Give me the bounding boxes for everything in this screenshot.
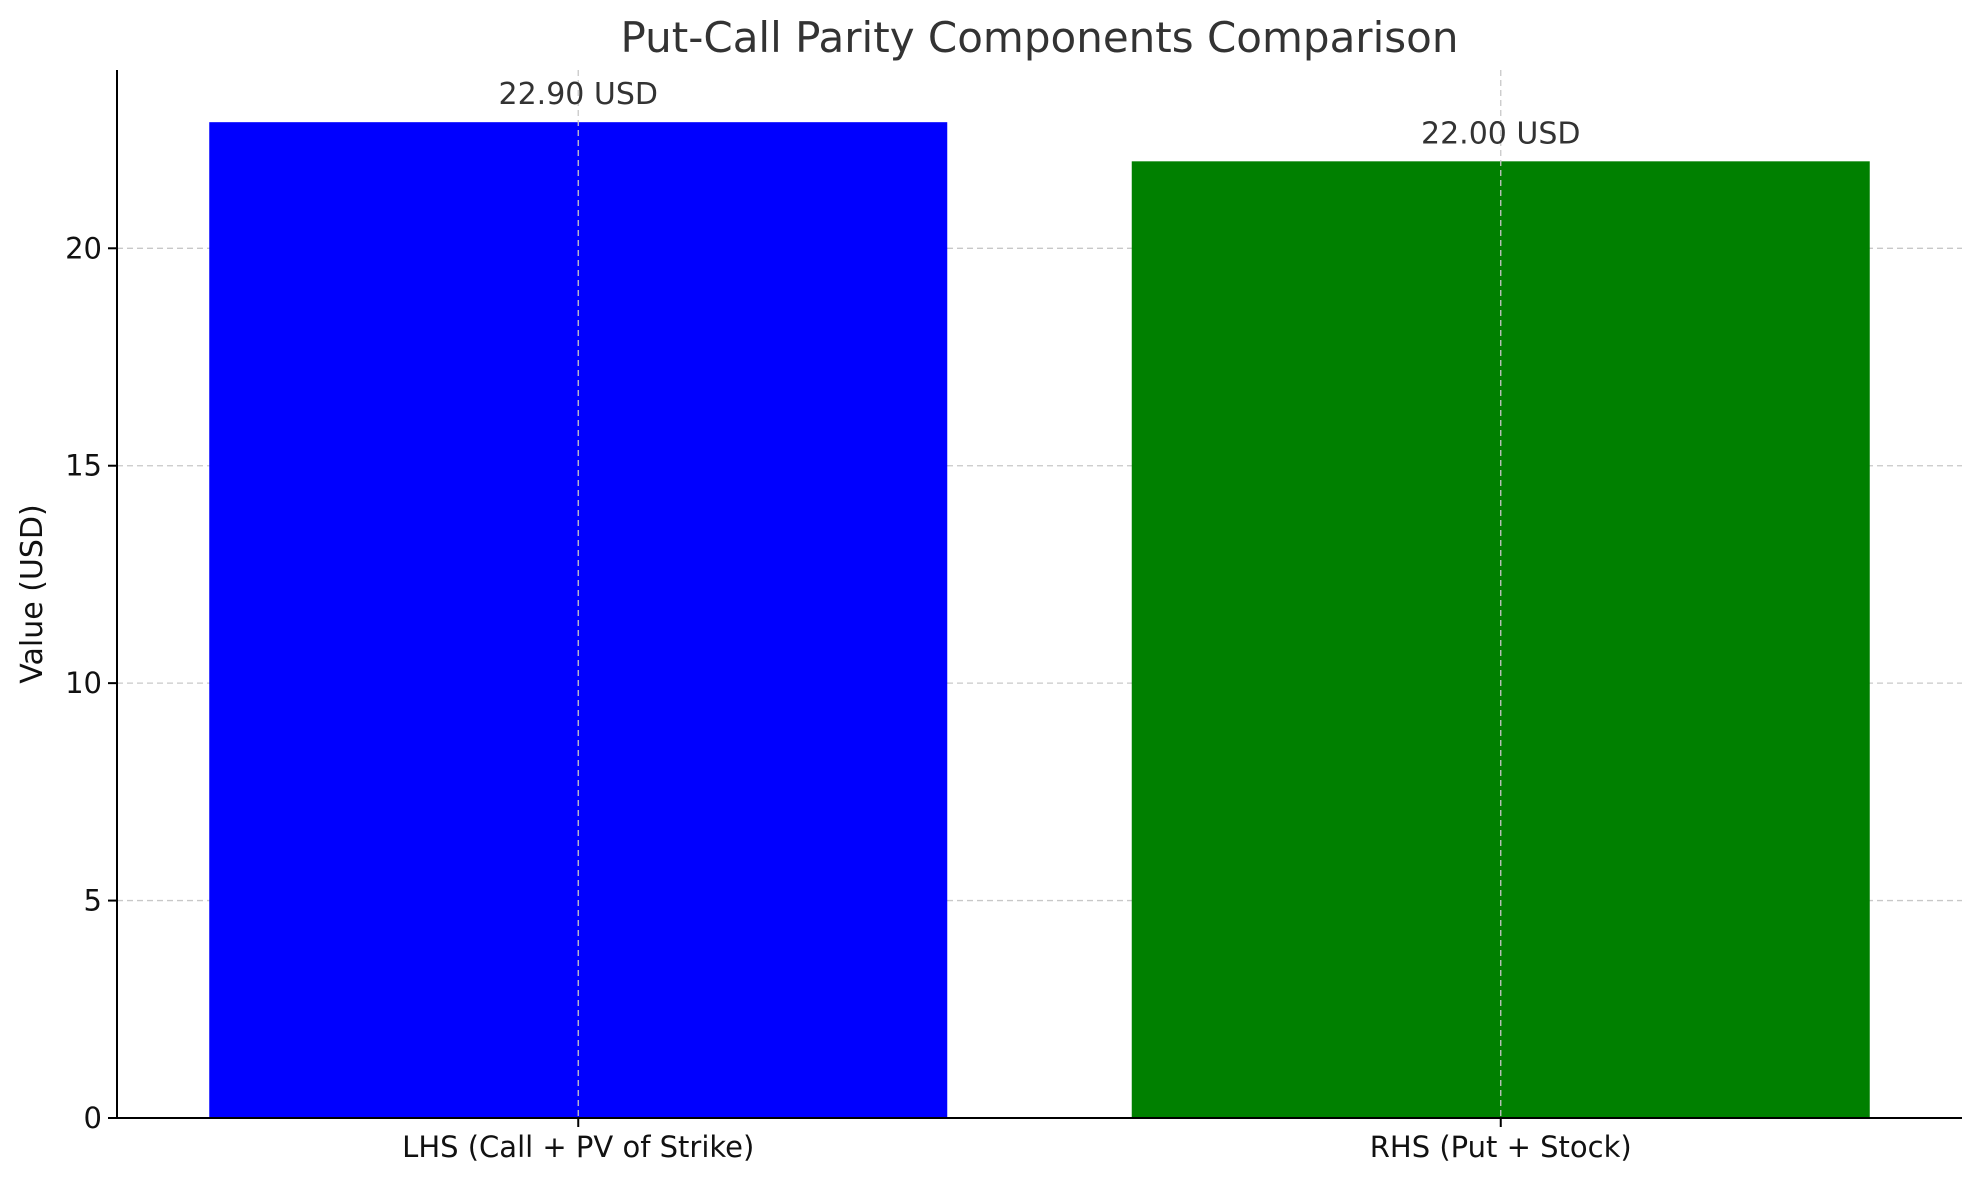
y-tick-label-20: 20 xyxy=(65,231,102,265)
bars xyxy=(209,122,1870,1119)
value-label-lhs: 22.90 USD xyxy=(498,77,658,112)
y-tick-label-15: 15 xyxy=(65,449,102,483)
y-axis-label: Value (USD) xyxy=(15,504,50,683)
value-labels: 22.90 USD 22.00 USD xyxy=(498,77,1580,151)
axes xyxy=(116,70,1962,1119)
x-tick-label-lhs: LHS (Call + PV of Strike) xyxy=(402,1130,754,1164)
chart-title: Put-Call Parity Components Comparison xyxy=(621,13,1459,62)
y-tick-label-0: 0 xyxy=(84,1101,102,1135)
x-tick-label-rhs: RHS (Put + Stock) xyxy=(1370,1130,1632,1164)
grid-lines xyxy=(117,247,1962,902)
y-tick-label-5: 5 xyxy=(84,884,102,918)
y-axis-ticks: 0 5 10 15 20 xyxy=(65,231,117,1135)
value-label-rhs: 22.00 USD xyxy=(1421,116,1581,151)
vertical-grid-lines xyxy=(577,70,1502,1118)
x-axis-ticks: LHS (Call + PV of Strike) RHS (Put + Stoc… xyxy=(402,1118,1632,1164)
y-tick-label-10: 10 xyxy=(65,666,102,700)
